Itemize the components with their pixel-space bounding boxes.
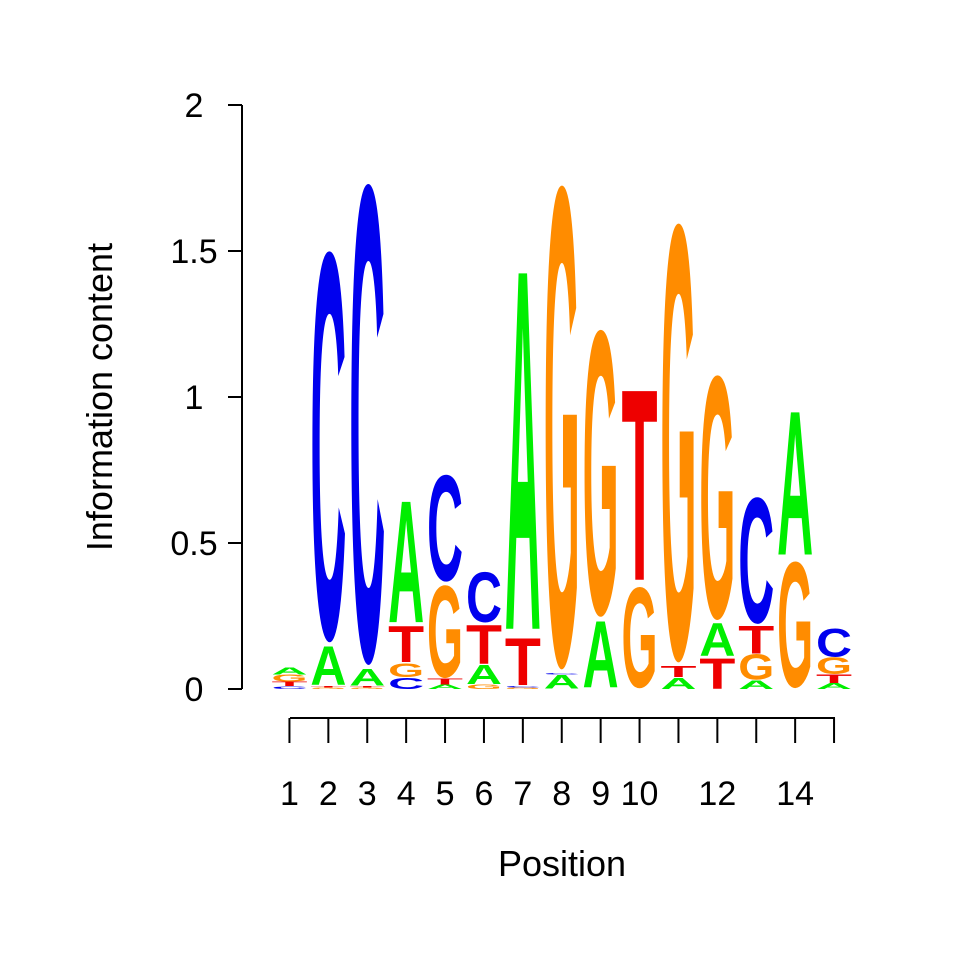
logo-letter-g: G	[310, 687, 346, 689]
logo-letter-a: A	[505, 161, 541, 738]
logo-letter-t: T	[660, 663, 696, 681]
logo-letter-a: A	[466, 659, 502, 691]
logo-letter-g: G	[349, 687, 385, 689]
logo-letter-a: A	[271, 665, 307, 676]
x-tick-label: 3	[358, 775, 377, 813]
logo-letter-t: T	[622, 334, 658, 640]
logo-letter-t: T	[388, 615, 424, 673]
x-tick-label: 12	[698, 775, 736, 813]
logo-letter-t: T	[310, 686, 347, 688]
y-tick-label: 1	[185, 379, 204, 417]
logo-letter-a: A	[777, 368, 813, 599]
logo-letter-t: T	[699, 649, 735, 698]
x-tick-label: 6	[474, 775, 493, 813]
logo-letter-a: A	[660, 675, 696, 693]
y-tick-label: 0.5	[170, 525, 217, 563]
x-tick-label: 14	[776, 775, 814, 813]
logo-letter-g: G	[466, 683, 502, 690]
logo-letter-c: C	[544, 673, 580, 675]
x-tick-label: 8	[552, 775, 571, 813]
logo-letter-a: A	[310, 636, 346, 698]
y-axis-title: Information content	[79, 243, 120, 551]
logo-letter-a: A	[738, 678, 774, 691]
logo-letter-c: C	[310, 138, 346, 755]
logo-letter-a: A	[583, 602, 619, 709]
x-tick-label: 7	[513, 775, 532, 813]
logo-letter-c: C	[738, 460, 774, 660]
logo-letter-t: T	[816, 673, 852, 686]
logo-letter-g: G	[505, 687, 541, 689]
logo-letter-a: A	[427, 684, 463, 691]
logo-letter-g: G	[816, 653, 852, 680]
logo-letter-g: G	[427, 558, 463, 705]
x-tick-label: 10	[621, 775, 659, 813]
x-tick-label: 2	[319, 775, 338, 813]
logo-letter-c: C	[466, 558, 502, 638]
logo-letter-g: G	[699, 305, 735, 690]
x-tick-label: 9	[591, 775, 610, 813]
x-tick-label: 5	[436, 775, 455, 813]
logo-letter-g: G	[544, 45, 580, 808]
logo-letter-t: T	[738, 618, 774, 662]
logo-letter-g: G	[622, 558, 658, 718]
logo-letter-g: G	[271, 673, 307, 684]
logo-letter-t: T	[271, 681, 308, 688]
logo-letter-a: A	[699, 614, 735, 667]
logo-letter-c: C	[388, 675, 424, 693]
logo-letter-c: C	[271, 685, 307, 689]
logo-letter-c: C	[816, 620, 852, 665]
logo-letter-t: T	[427, 677, 463, 686]
x-tick-label: 4	[397, 775, 416, 813]
x-tick-label: 1	[280, 775, 299, 813]
logo-letter-g: G	[583, 248, 619, 700]
x-axis-title: Position	[498, 843, 626, 884]
logo-letter-a: A	[388, 466, 424, 660]
y-tick-label: 0	[185, 671, 204, 709]
logo-letter-c: C	[505, 686, 541, 688]
logo-letter-g: G	[660, 96, 696, 788]
logo-letter-a: A	[816, 682, 852, 691]
logo-letter-g: G	[777, 525, 813, 725]
y-axis: 0 0.5 1 1.5 2	[170, 87, 242, 709]
logo-letter-t: T	[466, 614, 502, 676]
y-tick-label: 1.5	[170, 233, 217, 271]
logo-letter-c: C	[427, 443, 463, 612]
logo-letter-t: T	[505, 625, 541, 700]
logo-letter-a: A	[349, 665, 385, 691]
y-tick-label: 2	[185, 87, 204, 125]
logo-letter-c: C	[349, 45, 385, 804]
x-axis: 1 2 3 4 5 6 7 8 9 10 12 14	[280, 718, 836, 813]
logo-letter-a: A	[544, 671, 580, 693]
logo-letter-g: G	[388, 659, 424, 681]
logo-letter-g: G	[738, 648, 774, 688]
logo-letter-t: T	[349, 686, 386, 688]
